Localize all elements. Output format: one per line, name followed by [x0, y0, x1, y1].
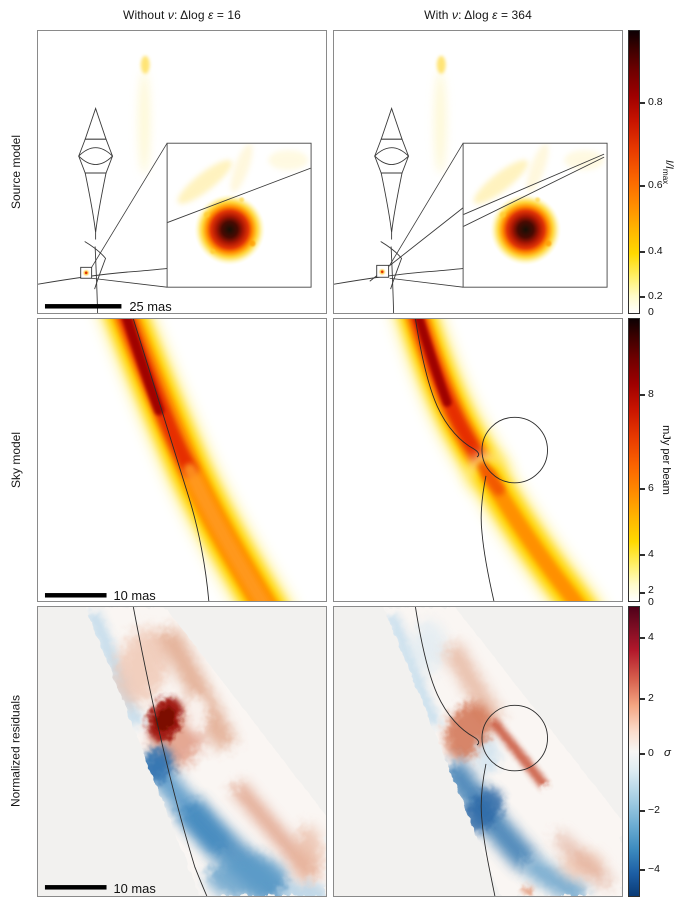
lensed-jet-band-lower	[466, 453, 603, 601]
zoom-connector-lines	[389, 142, 464, 288]
colorbar2-tick	[640, 394, 645, 396]
colorbar1-tick	[640, 251, 645, 253]
colorbar2-tick-label: 0	[648, 596, 654, 608]
scale-bar-residuals-label: 10 mas	[113, 881, 155, 896]
colorbar3-tick	[640, 810, 645, 812]
zoom-connector-lines	[91, 142, 168, 288]
sky-with-nu-plot	[392, 319, 603, 601]
colorbar3-axis-label: σ	[664, 747, 671, 759]
colorbar3-tick-label: 0	[648, 747, 654, 759]
colorbar1-tick	[640, 102, 645, 104]
lensed-jet-band-upper	[392, 319, 510, 493]
row-label-normalized-residuals: Normalized residuals	[8, 694, 23, 808]
sky-without-nu-plot: 10 mas	[44, 319, 293, 601]
panel-residuals-without-nu: 10 mas	[37, 606, 327, 897]
colorbar3-tick-label: 4	[648, 631, 654, 643]
colorbar-flux	[628, 318, 640, 602]
counterimage-plume	[138, 55, 151, 174]
colorbar1-tick	[640, 296, 645, 298]
inset-caustic-cusp-lines	[463, 153, 605, 227]
colorbar1-axis-label: I/Imax	[660, 159, 676, 185]
lensed-jet-band	[98, 319, 293, 601]
colorbar1-tick-label: 0.2	[648, 290, 663, 302]
panel-residuals-with-nu	[333, 606, 623, 897]
colorbar3-tick	[640, 637, 645, 639]
residuals-without-nu-plot: 10 mas	[38, 607, 326, 896]
colorbar2-axis-label: mJy per beam	[660, 425, 672, 495]
scale-bar-source: 25 mas	[44, 299, 172, 313]
colorbar2-tick-label: 4	[648, 548, 654, 560]
critical-curve-with-loop	[415, 319, 548, 601]
colorbar1-tick-label: 0.6	[648, 179, 663, 191]
colorbar2-tick-label: 6	[648, 482, 654, 494]
critical-curve-loop	[481, 704, 548, 772]
colorbar1-tick	[640, 185, 645, 187]
source-without-nu-plot: 25 mas	[38, 55, 312, 313]
colorbar-sigma	[628, 606, 640, 897]
colorbar1-tick-label: 0	[648, 306, 654, 318]
zoom-box	[80, 266, 93, 279]
critical-curve-with-loop	[414, 607, 548, 896]
panel-sky-without-nu: 10 mas	[37, 318, 327, 602]
scale-bar-residuals: 10 mas	[44, 881, 156, 896]
zoom-box	[376, 264, 390, 278]
colorbar1-tick-label: 0.4	[648, 245, 663, 257]
counterimage-plume	[434, 55, 447, 174]
colorbar3-tick-label: −4	[648, 863, 660, 875]
caustic-spindle	[78, 107, 114, 240]
colorbar3-tick	[640, 869, 645, 871]
colorbar3-tick	[640, 753, 645, 755]
panel-source-without-nu: 25 mas	[37, 30, 327, 314]
column-title-without-nu: Without ν: Δlog ε = 16	[123, 8, 241, 22]
colorbar-intensity	[628, 30, 640, 314]
colorbar1-tick-label: 0.8	[648, 96, 663, 108]
scale-bar-source-label: 25 mas	[129, 299, 171, 313]
critical-curve-loop	[481, 416, 548, 484]
scale-bar-sky: 10 mas	[44, 588, 156, 601]
residuals-with-nu-plot	[334, 607, 622, 896]
inset-magnified-source	[462, 142, 608, 288]
inset-magnified-source	[166, 142, 312, 288]
colorbar2-tick	[640, 554, 645, 556]
row-label-source-model: Source model	[9, 134, 23, 210]
row-label-sky-model: Sky model	[9, 431, 23, 489]
source-with-nu-plot	[334, 55, 608, 313]
inset-caustic-line	[167, 167, 311, 223]
colorbar2-tick-label: 8	[648, 388, 654, 400]
colorbar2-tick	[640, 592, 645, 594]
colorbar2-tick	[640, 488, 645, 490]
caustic-fold-and-cusp	[334, 207, 466, 313]
panel-source-with-nu	[333, 30, 623, 314]
column-title-with-nu: With ν: Δlog ε = 364	[424, 8, 532, 22]
critical-curve	[132, 607, 208, 896]
colorbar2-tick-label: 2	[648, 584, 654, 596]
critical-curve	[132, 319, 210, 601]
caustic-spindle	[374, 107, 410, 240]
residual-band	[85, 607, 326, 896]
colorbar3-tick-label: −2	[648, 804, 660, 816]
scale-bar-sky-label: 10 mas	[113, 588, 155, 601]
colorbar3-tick	[640, 698, 645, 700]
panel-sky-with-nu	[333, 318, 623, 602]
colorbar3-tick-label: 2	[648, 692, 654, 704]
